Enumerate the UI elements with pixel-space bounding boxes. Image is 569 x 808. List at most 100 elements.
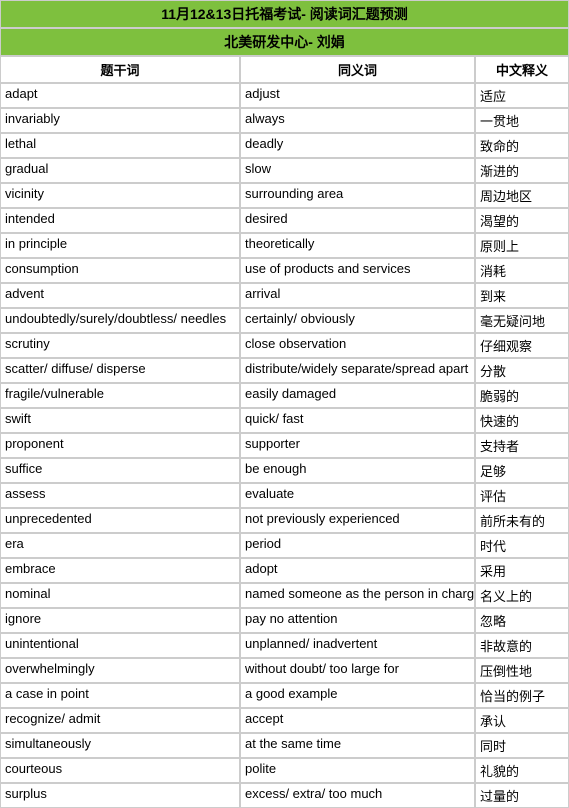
table-row: swiftquick/ fast快速的 (0, 408, 569, 433)
table-row: embraceadopt采用 (0, 558, 569, 583)
table-row: courteouspolite礼貌的 (0, 758, 569, 783)
cell-synonym: be enough (240, 458, 475, 483)
table-row: scrutinyclose observation仔细观察 (0, 333, 569, 358)
table-row: intendeddesired渴望的 (0, 208, 569, 233)
cell-word: advent (0, 283, 240, 308)
cell-chinese: 礼貌的 (475, 758, 569, 783)
cell-chinese: 承认 (475, 708, 569, 733)
cell-synonym: adjust (240, 83, 475, 108)
cell-word: fragile/vulnerable (0, 383, 240, 408)
cell-word: era (0, 533, 240, 558)
cell-chinese: 到来 (475, 283, 569, 308)
cell-chinese: 脆弱的 (475, 383, 569, 408)
cell-chinese: 过量的 (475, 783, 569, 808)
cell-synonym: surrounding area (240, 183, 475, 208)
cell-word: invariably (0, 108, 240, 133)
table-row: undoubtedly/surely/doubtless/ needlescer… (0, 308, 569, 333)
table-row: invariablyalways一贯地 (0, 108, 569, 133)
cell-synonym: distribute/widely separate/spread apart (240, 358, 475, 383)
cell-synonym: unplanned/ inadvertent (240, 633, 475, 658)
cell-chinese: 恰当的例子 (475, 683, 569, 708)
cell-synonym: always (240, 108, 475, 133)
cell-word: intended (0, 208, 240, 233)
cell-chinese: 快速的 (475, 408, 569, 433)
cell-word: lethal (0, 133, 240, 158)
cell-word: vicinity (0, 183, 240, 208)
header-col3: 中文释义 (475, 56, 569, 83)
cell-synonym: adopt (240, 558, 475, 583)
cell-chinese: 压倒性地 (475, 658, 569, 683)
title-row-2: 北美研发中心- 刘娟 (0, 28, 569, 56)
cell-chinese: 前所未有的 (475, 508, 569, 533)
cell-word: proponent (0, 433, 240, 458)
table-row: proponentsupporter支持者 (0, 433, 569, 458)
cell-chinese: 忽略 (475, 608, 569, 633)
cell-chinese: 分散 (475, 358, 569, 383)
table-row: unintentionalunplanned/ inadvertent非故意的 (0, 633, 569, 658)
cell-word: in principle (0, 233, 240, 258)
table-body: 11月12&13日托福考试- 阅读词汇题预测 北美研发中心- 刘娟 题干词 同义… (0, 0, 569, 808)
cell-chinese: 周边地区 (475, 183, 569, 208)
cell-chinese: 非故意的 (475, 633, 569, 658)
cell-word: swift (0, 408, 240, 433)
table-row: unprecedentednot previously experienced前… (0, 508, 569, 533)
table-row: assessevaluate评估 (0, 483, 569, 508)
cell-synonym: not previously experienced (240, 508, 475, 533)
cell-chinese: 足够 (475, 458, 569, 483)
cell-word: courteous (0, 758, 240, 783)
cell-chinese: 原则上 (475, 233, 569, 258)
table-row: recognize/ admitaccept承认 (0, 708, 569, 733)
cell-synonym: named someone as the person in charge (240, 583, 475, 608)
cell-synonym: arrival (240, 283, 475, 308)
table-row: nominalnamed someone as the person in ch… (0, 583, 569, 608)
cell-synonym: without doubt/ too large for (240, 658, 475, 683)
cell-word: a case in point (0, 683, 240, 708)
cell-chinese: 名义上的 (475, 583, 569, 608)
title-row-1: 11月12&13日托福考试- 阅读词汇题预测 (0, 0, 569, 28)
cell-word: surplus (0, 783, 240, 808)
cell-chinese: 消耗 (475, 258, 569, 283)
cell-synonym: evaluate (240, 483, 475, 508)
table-row: adventarrival到来 (0, 283, 569, 308)
cell-synonym: easily damaged (240, 383, 475, 408)
cell-synonym: certainly/ obviously (240, 308, 475, 333)
cell-word: consumption (0, 258, 240, 283)
cell-synonym: supporter (240, 433, 475, 458)
table-row: consumptionuse of products and services消… (0, 258, 569, 283)
cell-word: adapt (0, 83, 240, 108)
cell-synonym: theoretically (240, 233, 475, 258)
cell-synonym: desired (240, 208, 475, 233)
table-row: in principletheoretically原则上 (0, 233, 569, 258)
table-row: sufficebe enough足够 (0, 458, 569, 483)
cell-chinese: 毫无疑问地 (475, 308, 569, 333)
table-row: surplusexcess/ extra/ too much过量的 (0, 783, 569, 808)
title-line1: 11月12&13日托福考试- 阅读词汇题预测 (0, 0, 569, 28)
cell-chinese: 适应 (475, 83, 569, 108)
cell-word: unintentional (0, 633, 240, 658)
cell-word: simultaneously (0, 733, 240, 758)
cell-word: unprecedented (0, 508, 240, 533)
cell-chinese: 一贯地 (475, 108, 569, 133)
cell-word: overwhelmingly (0, 658, 240, 683)
cell-synonym: close observation (240, 333, 475, 358)
table-row: eraperiod时代 (0, 533, 569, 558)
header-col1: 题干词 (0, 56, 240, 83)
cell-synonym: use of products and services (240, 258, 475, 283)
cell-chinese: 渐进的 (475, 158, 569, 183)
cell-word: undoubtedly/surely/doubtless/ needles (0, 308, 240, 333)
cell-synonym: at the same time (240, 733, 475, 758)
cell-synonym: a good example (240, 683, 475, 708)
cell-chinese: 仔细观察 (475, 333, 569, 358)
cell-synonym: quick/ fast (240, 408, 475, 433)
cell-word: recognize/ admit (0, 708, 240, 733)
cell-chinese: 致命的 (475, 133, 569, 158)
table-row: gradualslow渐进的 (0, 158, 569, 183)
title-line2: 北美研发中心- 刘娟 (0, 28, 569, 56)
header-row: 题干词 同义词 中文释义 (0, 56, 569, 83)
cell-chinese: 支持者 (475, 433, 569, 458)
cell-word: nominal (0, 583, 240, 608)
table-row: lethaldeadly致命的 (0, 133, 569, 158)
table-row: simultaneouslyat the same time同时 (0, 733, 569, 758)
cell-chinese: 评估 (475, 483, 569, 508)
cell-word: suffice (0, 458, 240, 483)
